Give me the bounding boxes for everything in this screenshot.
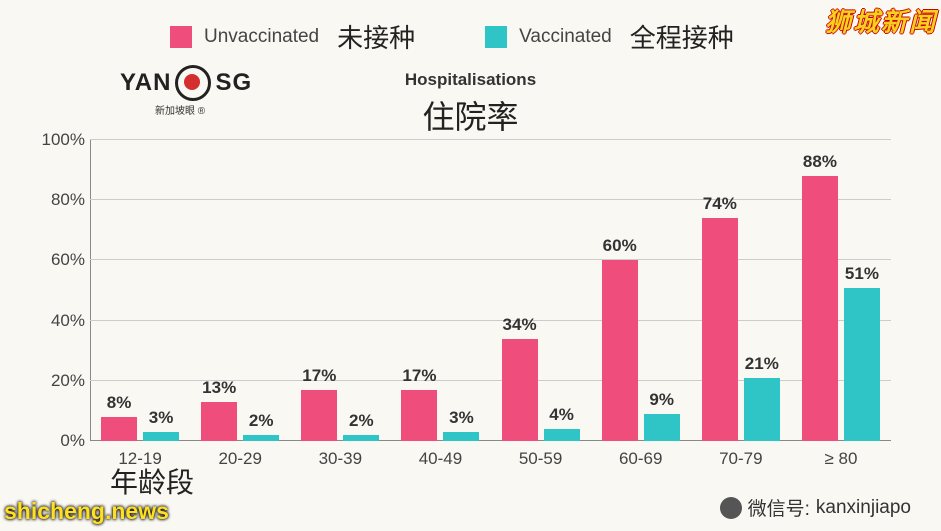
legend-label-unvax-en: Unvaccinated <box>204 26 319 48</box>
bar-value-label: 2% <box>349 411 374 431</box>
logo-text-left: YAN <box>120 69 171 97</box>
logo-eye-icon <box>175 65 211 101</box>
bar-unvaccinated: 17% <box>301 390 337 441</box>
y-tick-label: 40% <box>35 311 85 331</box>
wechat-value: kanxinjiapo <box>816 497 911 519</box>
bar-value-label: 88% <box>803 152 837 172</box>
bar-value-label: 13% <box>202 378 236 398</box>
x-tick-label: 30-39 <box>290 449 390 469</box>
bar-unvaccinated: 88% <box>802 176 838 441</box>
x-axis-labels: 12-1920-2930-3940-4950-5960-6970-79≥ 80 <box>90 449 891 469</box>
bar-group: 17% 2% <box>290 140 390 441</box>
chart-title-cn: 住院率 <box>422 92 518 138</box>
bar-value-label: 21% <box>745 354 779 374</box>
y-tick-label: 60% <box>35 250 85 270</box>
bar-unvaccinated: 74% <box>702 218 738 441</box>
bar-group: 74%21% <box>691 140 791 441</box>
watermark-top-right: 狮城新闻 <box>825 2 937 39</box>
bar-unvaccinated: 13% <box>201 402 237 441</box>
plot-area: 0%20%40%60%80%100% 8%3%13%2%17%2%17%3%34… <box>90 140 891 441</box>
bar-vaccinated: 3% <box>443 432 479 441</box>
bar-value-label: 17% <box>402 366 436 386</box>
bar-value-label: 4% <box>549 405 574 425</box>
bar-value-label: 3% <box>149 408 174 428</box>
bar-value-label: 74% <box>703 194 737 214</box>
x-axis-title: 年龄段 <box>110 461 194 501</box>
bar-value-label: 60% <box>603 236 637 256</box>
y-tick-label: 80% <box>35 190 85 210</box>
x-tick-label: 70-79 <box>691 449 791 469</box>
bar-unvaccinated: 17% <box>401 390 437 441</box>
wechat-icon <box>720 497 742 519</box>
bar-unvaccinated: 34% <box>502 339 538 441</box>
bar-unvaccinated: 60% <box>602 260 638 441</box>
bar-group: 88%51% <box>791 140 891 441</box>
logo: YAN SG <box>120 65 252 101</box>
x-tick-label: 60-69 <box>591 449 691 469</box>
logo-subtitle: 新加坡眼 ® <box>155 102 205 117</box>
x-tick-label: 20-29 <box>190 449 290 469</box>
y-tick-label: 0% <box>35 431 85 451</box>
bar-group: 17% 3% <box>390 140 490 441</box>
bar-vaccinated: 9% <box>644 414 680 441</box>
x-tick-label: 50-59 <box>491 449 591 469</box>
bar-vaccinated: 51% <box>844 288 880 442</box>
bar-group: 8% 3% <box>90 140 190 441</box>
watermark-bottom-right: 微信号: kanxinjiapo <box>720 494 911 521</box>
legend: Unvaccinated 未接种 Vaccinated 全程接种 <box>170 18 881 55</box>
x-tick-label: 40-49 <box>390 449 490 469</box>
legend-swatch-vaccinated <box>485 26 507 48</box>
bar-value-label: 3% <box>449 408 474 428</box>
chart-title-en: Hospitalisations <box>405 70 536 90</box>
bar-value-label: 8% <box>107 393 132 413</box>
bar-value-label: 51% <box>845 264 879 284</box>
bars: 8%3%13%2%17%2%17%3%34%4%60%9%74%21%88%51… <box>90 140 891 441</box>
y-tick-label: 20% <box>35 371 85 391</box>
wechat-label: 微信号: <box>748 494 810 521</box>
x-tick-label: ≥ 80 <box>791 449 891 469</box>
bar-unvaccinated: 8% <box>101 417 137 441</box>
bar-value-label: 9% <box>649 390 674 410</box>
bar-vaccinated: 2% <box>243 435 279 441</box>
legend-swatch-unvaccinated <box>170 26 192 48</box>
bar-vaccinated: 4% <box>544 429 580 441</box>
bar-vaccinated: 2% <box>343 435 379 441</box>
legend-label-vax-cn: 全程接种 <box>630 18 734 55</box>
bar-group: 13% 2% <box>190 140 290 441</box>
legend-item-vaccinated: Vaccinated 全程接种 <box>485 18 734 55</box>
bar-group: 60%9% <box>591 140 691 441</box>
legend-label-unvax-cn: 未接种 <box>337 18 415 55</box>
watermark-bottom-left: shicheng.news <box>4 498 169 525</box>
bar-value-label: 17% <box>302 366 336 386</box>
y-tick-label: 100% <box>35 130 85 150</box>
logo-text-right: SG <box>215 69 252 97</box>
bar-value-label: 2% <box>249 411 274 431</box>
bar-vaccinated: 3% <box>143 432 179 441</box>
bar-group: 34% 4% <box>491 140 591 441</box>
bar-vaccinated: 21% <box>744 378 780 441</box>
legend-label-vax-en: Vaccinated <box>519 26 612 48</box>
chart-container: Unvaccinated 未接种 Vaccinated 全程接种 YAN SG … <box>10 10 931 521</box>
legend-item-unvaccinated: Unvaccinated 未接种 <box>170 18 415 55</box>
bar-value-label: 34% <box>503 315 537 335</box>
y-axis: 0%20%40%60%80%100% <box>35 140 85 441</box>
